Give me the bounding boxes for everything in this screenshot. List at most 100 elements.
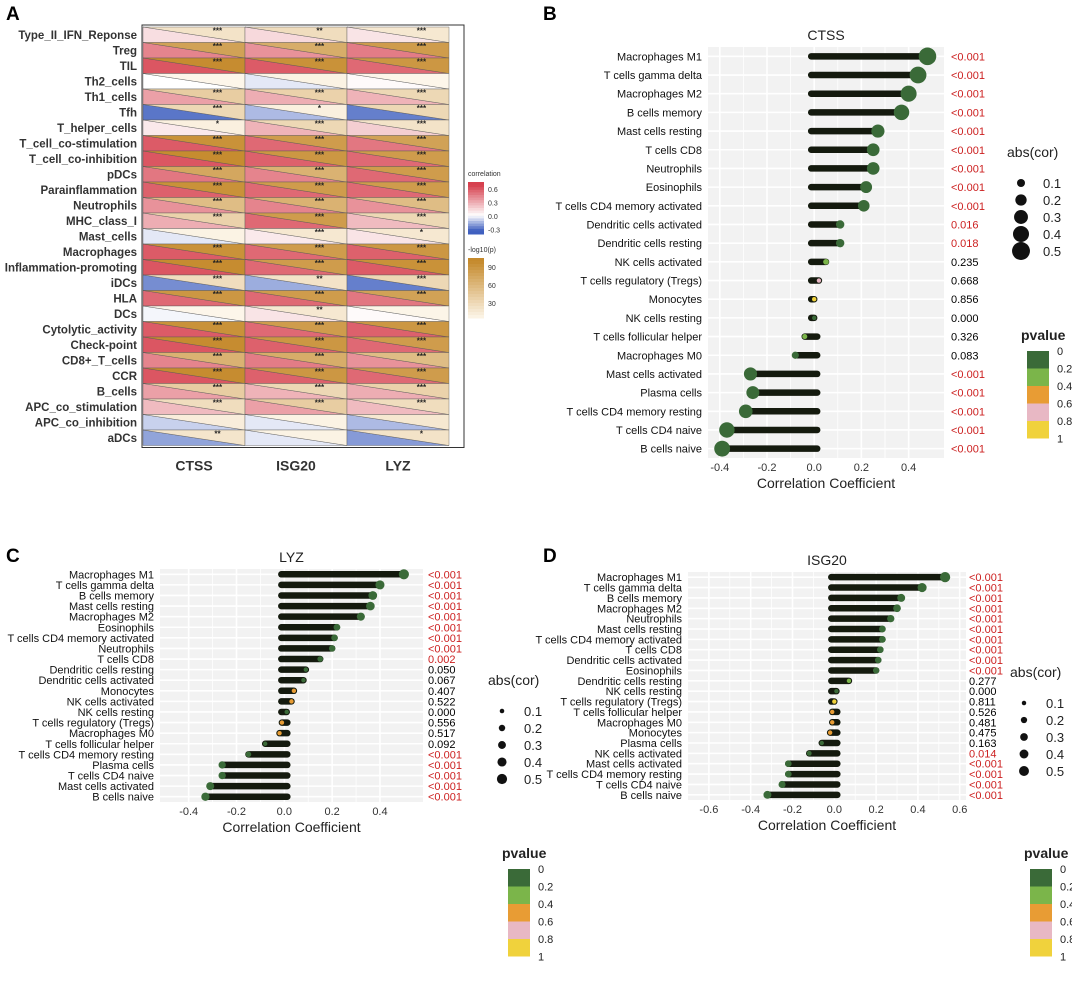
- lollipop-dot: [201, 792, 210, 801]
- legend-log10p-tick: 90: [488, 265, 496, 272]
- y-category-label: NK cells resting: [78, 707, 154, 719]
- heatmap-star: ***: [315, 151, 325, 160]
- heatmap-star: ***: [417, 182, 427, 191]
- legend-log10p-swatch: [468, 300, 484, 304]
- legend-correlation-tick: 0.3: [488, 200, 498, 207]
- y-category-label: Macrophages M1: [69, 569, 154, 581]
- y-category-label: Dendritic cells activated: [38, 675, 154, 687]
- y-category-label: B cells naive: [92, 792, 154, 804]
- heatmap-cell-pvalue: [346, 367, 450, 384]
- size-legend-label: 0.4: [1043, 227, 1061, 242]
- y-category-label: T cells CD4 memory resting: [567, 406, 703, 418]
- lollipop-dot: [816, 278, 822, 283]
- legend-correlation-swatch: [468, 226, 484, 230]
- heatmap-row-label: Treg: [113, 45, 137, 57]
- size-legend-dot: [1012, 242, 1030, 260]
- heatmap-star: ***: [417, 151, 427, 160]
- y-category-label: T cells gamma delta: [604, 70, 703, 82]
- pvalue-legend-label: 0: [538, 864, 544, 876]
- y-category-label: Mast cells resting: [597, 624, 682, 636]
- pvalue-legend-label: 0.4: [1057, 381, 1072, 393]
- lollipop-dot: [206, 782, 215, 791]
- size-legend-label: 0.1: [1043, 176, 1061, 191]
- heatmap-star: ***: [213, 166, 223, 175]
- pvalue-label: <0.001: [951, 425, 985, 437]
- size-legend-label: 0.2: [1046, 713, 1064, 728]
- pvalue-legend-label: 1: [1057, 434, 1063, 446]
- lollipop-dot: [806, 750, 812, 756]
- lollipop-dot: [871, 124, 885, 138]
- lollipop-dot: [879, 625, 886, 633]
- heatmap-star: ***: [315, 368, 325, 377]
- heatmap-cell-pvalue: [346, 212, 450, 229]
- heatmap-star: ***: [213, 213, 223, 222]
- pvalue-label: <0.001: [428, 622, 462, 634]
- legend-log10p-swatch: [468, 297, 484, 301]
- heatmap-star: ***: [417, 89, 427, 98]
- pvalue-label: <0.001: [951, 107, 985, 119]
- heatmap-star: ***: [417, 337, 427, 346]
- heatmap-star: ***: [417, 259, 427, 268]
- legend-log10p-swatch: [468, 258, 484, 262]
- heatmap-cell-pvalue: [346, 104, 450, 121]
- heatmap-row-label: HLA: [113, 293, 137, 305]
- heatmap-star: ***: [315, 244, 325, 253]
- panel-letter-a: A: [6, 4, 20, 25]
- pvalue-legend-label: 0.2: [1060, 882, 1072, 894]
- pvalue-label: 0.014: [969, 748, 997, 760]
- heatmap-row-label: Inflammation-promoting: [5, 262, 137, 274]
- pvalue-label: <0.001: [951, 126, 985, 138]
- heatmap-star: *: [318, 104, 322, 113]
- y-category-label: Monocytes: [649, 294, 703, 306]
- heatmap-cell-pvalue: [346, 57, 450, 74]
- size-legend-label: 0.1: [524, 704, 542, 719]
- lollipop-dot: [785, 770, 792, 778]
- y-category-label: Plasma cells: [620, 738, 682, 750]
- heatmap-row-label: Mast_cells: [79, 231, 137, 243]
- y-category-label: T cells CD4 memory activated: [535, 634, 682, 646]
- legend-correlation-swatch: [468, 187, 484, 191]
- lollipop-dot: [301, 678, 306, 683]
- heatmap-star: ***: [417, 321, 427, 330]
- heatmap-row-label: Th2_cells: [85, 76, 137, 88]
- size-legend-dot: [498, 724, 506, 732]
- heatmap-row-label: aDCs: [108, 433, 137, 445]
- pvalue-label: <0.001: [428, 771, 462, 783]
- heatmap-row-label: Parainflammation: [41, 185, 138, 197]
- pvalue-label: <0.001: [428, 643, 462, 655]
- size-legend-dot: [498, 741, 506, 749]
- heatmap-star: ***: [213, 58, 223, 67]
- pvalue-legend-title: pvalue: [502, 845, 547, 861]
- lollipop-dot: [328, 645, 336, 652]
- pvalue-label: <0.001: [969, 759, 1003, 771]
- heatmap-star: ***: [315, 228, 325, 237]
- pvalue-legend-label: 0.8: [1060, 934, 1072, 946]
- legend-correlation-swatch: [468, 197, 484, 201]
- lollipop-dot: [785, 760, 792, 768]
- y-category-label: Mast cells activated: [586, 759, 682, 771]
- x-tick-label: -0.4: [710, 462, 729, 474]
- heatmap-cell-pvalue: [346, 197, 450, 214]
- size-legend-label: 0.2: [524, 721, 542, 736]
- heatmap-star: ***: [315, 58, 325, 67]
- legend-correlation-swatch: [468, 221, 484, 225]
- size-legend-dot: [1012, 225, 1030, 243]
- lollipop-dot: [303, 667, 309, 672]
- legend-log10p-swatch: [468, 285, 484, 289]
- heatmap-row-label: iDCs: [111, 278, 137, 290]
- legend-correlation-swatch: [468, 184, 484, 188]
- legend-correlation-tick: 0.6: [488, 187, 498, 194]
- lollipop-dot: [874, 656, 882, 664]
- x-tick-label: -0.4: [179, 806, 198, 818]
- pvalue-label: 0.018: [951, 238, 979, 250]
- heatmap-star: ***: [417, 58, 427, 67]
- legend-log10p-swatch: [468, 294, 484, 298]
- lollipop-dot: [830, 720, 835, 725]
- size-legend-label: 0.5: [524, 772, 542, 787]
- pvalue-label: 0.407: [428, 686, 456, 698]
- pvalue-label: <0.001: [969, 645, 1003, 657]
- pvalue-legend-swatch: [1030, 921, 1052, 939]
- y-category-label: Dendritic cells resting: [49, 665, 154, 677]
- lollipop-dot: [939, 572, 951, 583]
- size-legend-label: 0.2: [1043, 193, 1061, 208]
